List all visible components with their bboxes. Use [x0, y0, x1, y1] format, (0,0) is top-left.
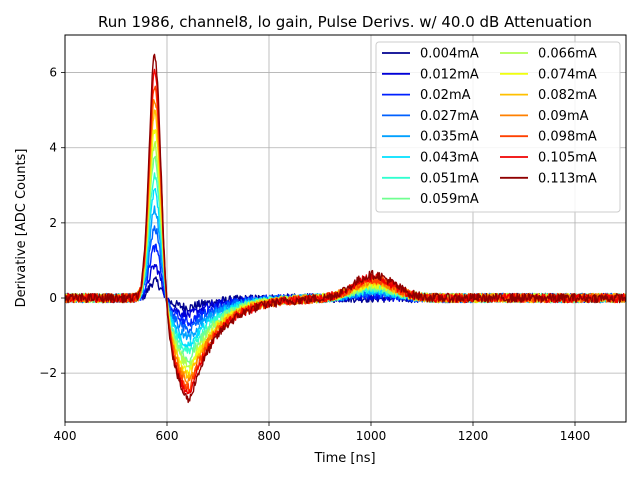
x-axis: 400 600 800 1000 1200 1400 [54, 422, 591, 443]
y-axis: −2 0 2 4 6 [39, 66, 65, 380]
legend-label: 0.027mA [420, 109, 479, 124]
legend-label: 0.02mA [420, 88, 471, 103]
legend: 0.004mA 0.012mA 0.02mA 0.027mA 0.035mA 0.043m… [375, 41, 621, 213]
series-line [65, 53, 626, 404]
legend-label: 0.012mA [420, 67, 479, 82]
x-tick-label: 1400 [560, 429, 591, 443]
y-tick-label: 6 [49, 66, 57, 80]
x-tick-label: 1200 [458, 429, 489, 443]
x-tick-label: 400 [54, 429, 77, 443]
x-tick-label: 1000 [356, 429, 387, 443]
legend-label: 0.043mA [420, 151, 479, 166]
legend-label: 0.105mA [538, 151, 597, 166]
x-tick-label: 800 [258, 429, 281, 443]
legend-label: 0.074mA [538, 67, 597, 82]
legend-label: 0.051mA [420, 171, 479, 186]
y-tick-label: 4 [49, 141, 57, 155]
legend-entries: 0.004mA 0.012mA 0.02mA 0.027mA 0.035mA 0.043m… [382, 47, 597, 207]
y-tick-label: −2 [39, 366, 57, 380]
legend-label: 0.066mA [538, 47, 597, 62]
legend-label: 0.004mA [420, 47, 479, 62]
legend-label: 0.059mA [420, 192, 479, 207]
chart-title: Run 1986, channel8, lo gain, Pulse Deriv… [98, 13, 592, 31]
legend-label: 0.113mA [538, 171, 597, 186]
series-group [65, 53, 626, 404]
x-tick-label: 600 [156, 429, 179, 443]
legend-label: 0.035mA [420, 130, 479, 145]
y-axis-label: Derivative [ADC Counts] [14, 149, 29, 308]
plot-frame [64, 34, 627, 423]
x-axis-label: Time [ns] [313, 451, 375, 466]
legend-label: 0.09mA [538, 109, 589, 124]
y-tick-label: 2 [49, 216, 57, 230]
legend-box [375, 41, 621, 213]
y-tick-label: 0 [49, 291, 57, 305]
legend-label: 0.082mA [538, 88, 597, 103]
legend-label: 0.098mA [538, 130, 597, 145]
